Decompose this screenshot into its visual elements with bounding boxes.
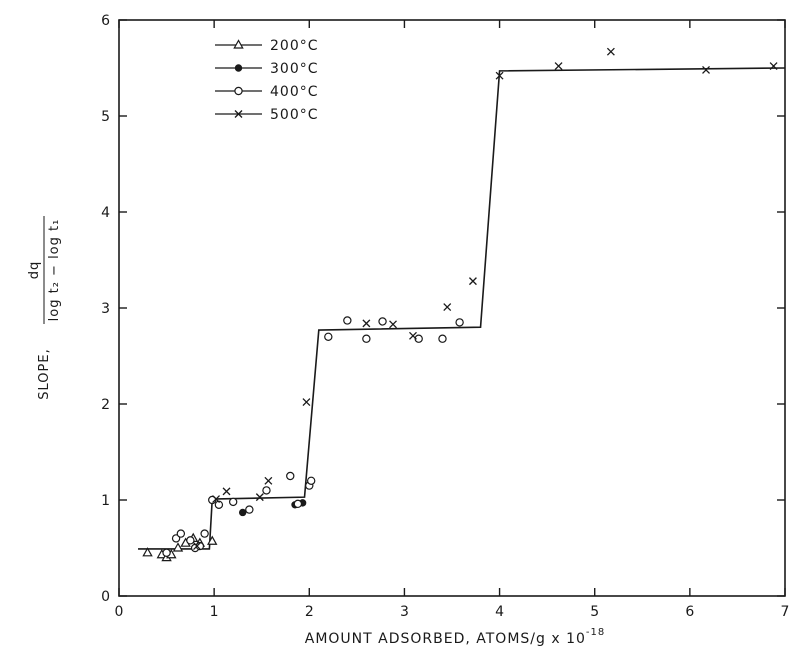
- data-point-x: [495, 71, 504, 80]
- data-point-open-circle: [455, 318, 464, 327]
- legend-label: 400°C: [270, 84, 319, 100]
- y-tick-label: 6: [101, 13, 110, 29]
- data-point-open-circle: [293, 499, 303, 509]
- data-point-x: [222, 487, 231, 496]
- y-tick-label: 0: [101, 589, 110, 605]
- legend-marker: [234, 64, 243, 72]
- y-tick-label: 1: [101, 493, 110, 509]
- legend-marker: [234, 86, 243, 96]
- data-point-open-circle: [186, 536, 195, 545]
- x-tick-label: 1: [210, 604, 219, 620]
- data-point-x: [389, 320, 397, 329]
- y-axis-label-prefix: SLOPE,: [37, 348, 52, 399]
- data-point-x: [212, 495, 221, 503]
- legend-marker: [233, 39, 244, 49]
- legend-label: 500°C: [270, 107, 319, 123]
- y-tick-label: 2: [101, 397, 110, 413]
- data-point-x: [468, 277, 477, 286]
- data-point-open-circle: [162, 548, 171, 558]
- y-tick-label: 5: [101, 109, 110, 125]
- data-point-open-circle: [362, 334, 371, 343]
- x-tick-label: 5: [590, 604, 599, 620]
- data-point-x: [606, 47, 615, 56]
- data-point-open-circle: [378, 317, 387, 326]
- data-point-open-circle: [286, 471, 295, 481]
- data-point-x: [264, 476, 273, 485]
- legend-item: 200°C: [215, 38, 319, 54]
- legend-label: 300°C: [270, 61, 319, 77]
- data-point-x: [554, 62, 563, 71]
- y-tick-label: 3: [101, 301, 110, 317]
- data-point-triangle: [142, 547, 153, 557]
- step-line: [138, 67, 786, 550]
- legend-label: 200°C: [270, 38, 319, 54]
- y-tick-label: 4: [101, 205, 110, 221]
- legend-marker: [234, 110, 243, 118]
- y-axis-label: SLOPE, dq log t₂ − log t₁: [27, 216, 62, 400]
- data-point-open-circle: [262, 486, 271, 495]
- plot-frame: [118, 19, 786, 597]
- data-point-x: [302, 398, 311, 407]
- data-point-open-circle: [176, 529, 186, 538]
- legend-item: 500°C: [215, 107, 319, 123]
- data-point-open-circle: [245, 505, 254, 514]
- data-point-open-circle: [306, 476, 316, 485]
- data-points: [142, 47, 778, 562]
- y-ticks: 0 1 2 3 4 5 6: [101, 13, 785, 605]
- data-point-open-circle: [324, 332, 333, 341]
- legend-item: 300°C: [215, 61, 319, 77]
- data-point-open-circle: [343, 316, 352, 325]
- data-point-x: [409, 331, 417, 340]
- x-tick-label: 2: [305, 604, 314, 620]
- x-axis-label: AMOUNT ADSORBED, ATOMS/g x 10-18: [305, 627, 606, 647]
- data-point-x: [255, 493, 264, 502]
- data-point-x: [362, 319, 371, 328]
- data-point-triangle: [172, 542, 184, 552]
- data-point-filled-circle: [238, 508, 247, 517]
- data-point-x: [769, 62, 778, 71]
- data-point-open-circle: [171, 534, 181, 543]
- x-tick-label: 6: [685, 604, 694, 620]
- y-axis-label-numerator: dq: [27, 261, 42, 280]
- data-point-x: [193, 542, 201, 551]
- data-point-x: [443, 303, 452, 311]
- data-point-open-circle: [438, 334, 447, 343]
- legend-item: 400°C: [215, 84, 319, 100]
- x-tick-label: 0: [115, 604, 124, 620]
- x-axis-label-exponent: -18: [586, 627, 605, 638]
- x-tick-label: 4: [495, 604, 504, 620]
- data-point-open-circle: [200, 529, 209, 538]
- data-point-x: [702, 65, 710, 74]
- data-point-open-circle: [228, 497, 238, 507]
- data-point-triangle: [207, 535, 218, 545]
- x-ticks: 0 1 2 3 4 5 6 7: [115, 20, 790, 620]
- x-tick-label: 3: [400, 604, 409, 620]
- legend: 200°C 300°C 400°C 500°C: [215, 38, 319, 123]
- y-axis-label-denominator: log t₂ − log t₁: [47, 219, 62, 322]
- x-tick-label: 7: [781, 604, 790, 620]
- x-axis-label-text: AMOUNT ADSORBED, ATOMS/g x 10: [305, 631, 586, 647]
